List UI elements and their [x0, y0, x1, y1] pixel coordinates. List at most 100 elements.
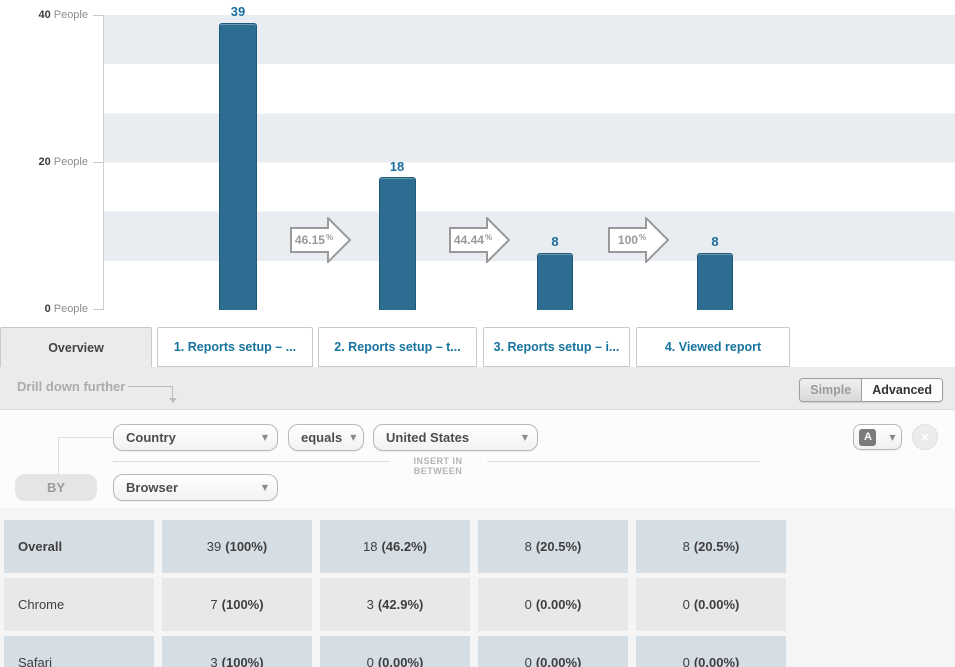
table-row: Chrome 7 (100%) 3 (42.9%) 0 (0.00%) 0 (0.00%…	[4, 578, 786, 631]
y-axis-unit: People	[53, 9, 88, 21]
cell-percent: (100%)	[225, 539, 268, 554]
chevron-down-icon: ▼	[889, 432, 896, 442]
tab-overview[interactable]: Overview	[0, 327, 152, 367]
table-cell: 7 (100%)	[162, 578, 312, 631]
cell-count: 8	[682, 539, 690, 554]
property-dropdown-value: Country	[126, 430, 176, 445]
cell-count: 0	[682, 597, 690, 612]
bar-value-label: 8	[711, 234, 719, 249]
drill-connector-line	[172, 386, 173, 398]
funnel-bar[interactable]	[537, 253, 573, 310]
y-axis-unit: People	[53, 303, 88, 315]
table-row: Safari 3 (100%) 0 (0.00%) 0 (0.00%) 0 (0.00%…	[4, 636, 786, 667]
y-axis-tick	[93, 309, 103, 310]
by-label: BY	[15, 474, 97, 501]
row-label: Chrome	[4, 578, 154, 631]
down-arrow-icon	[169, 398, 177, 403]
y-axis-tick	[93, 162, 103, 163]
funnel-bar[interactable]	[219, 23, 257, 310]
y-axis-label: 0 People	[0, 303, 88, 315]
cell-percent: (100%)	[221, 597, 264, 612]
cell-count: 8	[524, 539, 532, 554]
y-axis-label: 40 People	[0, 9, 88, 21]
filter-connector-line	[58, 437, 113, 438]
cell-count: 0	[524, 655, 532, 667]
y-axis-unit: People	[53, 156, 88, 168]
table-cell: 3 (42.9%)	[320, 578, 470, 631]
table-row: Overall 39 (100%) 18 (46.2%) 8 (20.5%) 8 (20…	[4, 520, 786, 573]
arrow-shape-icon	[449, 217, 511, 263]
cell-percent: (46.2%)	[381, 539, 427, 554]
operator-dropdown-value: equals	[301, 430, 343, 445]
percent-sign: %	[638, 232, 647, 242]
chevron-down-icon: ▼	[261, 483, 268, 492]
cell-count: 0	[682, 655, 690, 667]
row-label: Overall	[4, 520, 154, 573]
group-letter-badge: A	[859, 428, 877, 446]
y-axis-value: 40	[38, 9, 51, 21]
table-cell: 0 (0.00%)	[636, 636, 786, 667]
bar-value-label: 18	[389, 159, 405, 174]
tab-step-4[interactable]: 4. Viewed report	[636, 327, 790, 367]
cell-percent: (20.5%)	[693, 539, 740, 554]
group-dropdown[interactable]: A ▼	[853, 424, 902, 450]
cell-percent: (20.5%)	[535, 539, 582, 554]
property-dropdown[interactable]: Country ▼	[113, 424, 278, 451]
percent-sign: %	[325, 232, 334, 242]
value-dropdown[interactable]: United States ▼	[373, 424, 538, 451]
conversion-arrow: 46.15%	[290, 217, 352, 263]
arrow-shape-icon	[608, 217, 670, 263]
insert-in-between-label[interactable]: INSERT IN BETWEEN	[413, 456, 463, 476]
cell-percent: (0.00%)	[535, 655, 582, 667]
tab-step-3[interactable]: 3. Reports setup – i...	[483, 327, 630, 367]
table-cell: 0 (0.00%)	[636, 578, 786, 631]
remove-filter-button[interactable]: ×	[912, 424, 938, 450]
cell-count: 3	[210, 655, 218, 667]
table-cell: 0 (0.00%)	[478, 636, 628, 667]
table-cell: 3 (100%)	[162, 636, 312, 667]
conversion-arrow: 44.44%	[449, 217, 511, 263]
y-axis-value: 20	[38, 156, 51, 168]
table-cell: 8 (20.5%)	[636, 520, 786, 573]
cell-count: 39	[206, 539, 222, 554]
by-property-dropdown-value: Browser	[126, 480, 179, 495]
conversion-rate: 46.15	[294, 233, 325, 247]
simple-mode-button[interactable]: Simple	[800, 379, 863, 401]
bar-value-label: 8	[551, 234, 559, 249]
cell-percent: (0.00%)	[535, 597, 582, 612]
chevron-down-icon: ▼	[350, 433, 357, 442]
cell-count: 0	[366, 655, 374, 667]
cell-percent: (0.00%)	[377, 655, 424, 667]
conversion-rate: 44.44	[453, 233, 484, 247]
bar-value-label: 39	[230, 4, 246, 19]
filter-builder: Country ▼ equals ▼ United States ▼ INSER…	[0, 410, 955, 508]
arrow-shape-icon	[290, 217, 352, 263]
conversion-rate: 100	[617, 233, 638, 247]
cell-percent: (42.9%)	[377, 597, 424, 612]
drill-down-title: Drill down further	[17, 379, 126, 394]
table-cell: 39 (100%)	[162, 520, 312, 573]
cell-count: 18	[363, 539, 378, 554]
table-cell: 18 (46.2%)	[320, 520, 470, 573]
operator-dropdown[interactable]: equals ▼	[288, 424, 364, 451]
by-property-dropdown[interactable]: Browser ▼	[113, 474, 278, 501]
tab-step-1[interactable]: 1. Reports setup – ...	[157, 327, 313, 367]
cell-percent: (0.00%)	[693, 655, 740, 667]
cell-count: 0	[524, 597, 532, 612]
cell-count: 3	[366, 597, 374, 612]
tab-step-2[interactable]: 2. Reports setup – t...	[318, 327, 477, 367]
row-label: Safari	[4, 636, 154, 667]
mode-toggle: Simple Advanced	[799, 378, 943, 402]
table-cell: 8 (20.5%)	[478, 520, 628, 573]
funnel-bar[interactable]	[379, 177, 416, 310]
conversion-arrow: 100%	[608, 217, 670, 263]
y-axis-label: 20 People	[0, 156, 88, 168]
percent-sign: %	[484, 232, 493, 242]
funnel-bar[interactable]	[697, 253, 733, 310]
y-axis-tick	[93, 15, 103, 16]
advanced-mode-button[interactable]: Advanced	[862, 379, 942, 401]
insert-divider-line	[487, 461, 760, 462]
table-cell: 0 (0.00%)	[320, 636, 470, 667]
cell-percent: (100%)	[221, 655, 264, 667]
